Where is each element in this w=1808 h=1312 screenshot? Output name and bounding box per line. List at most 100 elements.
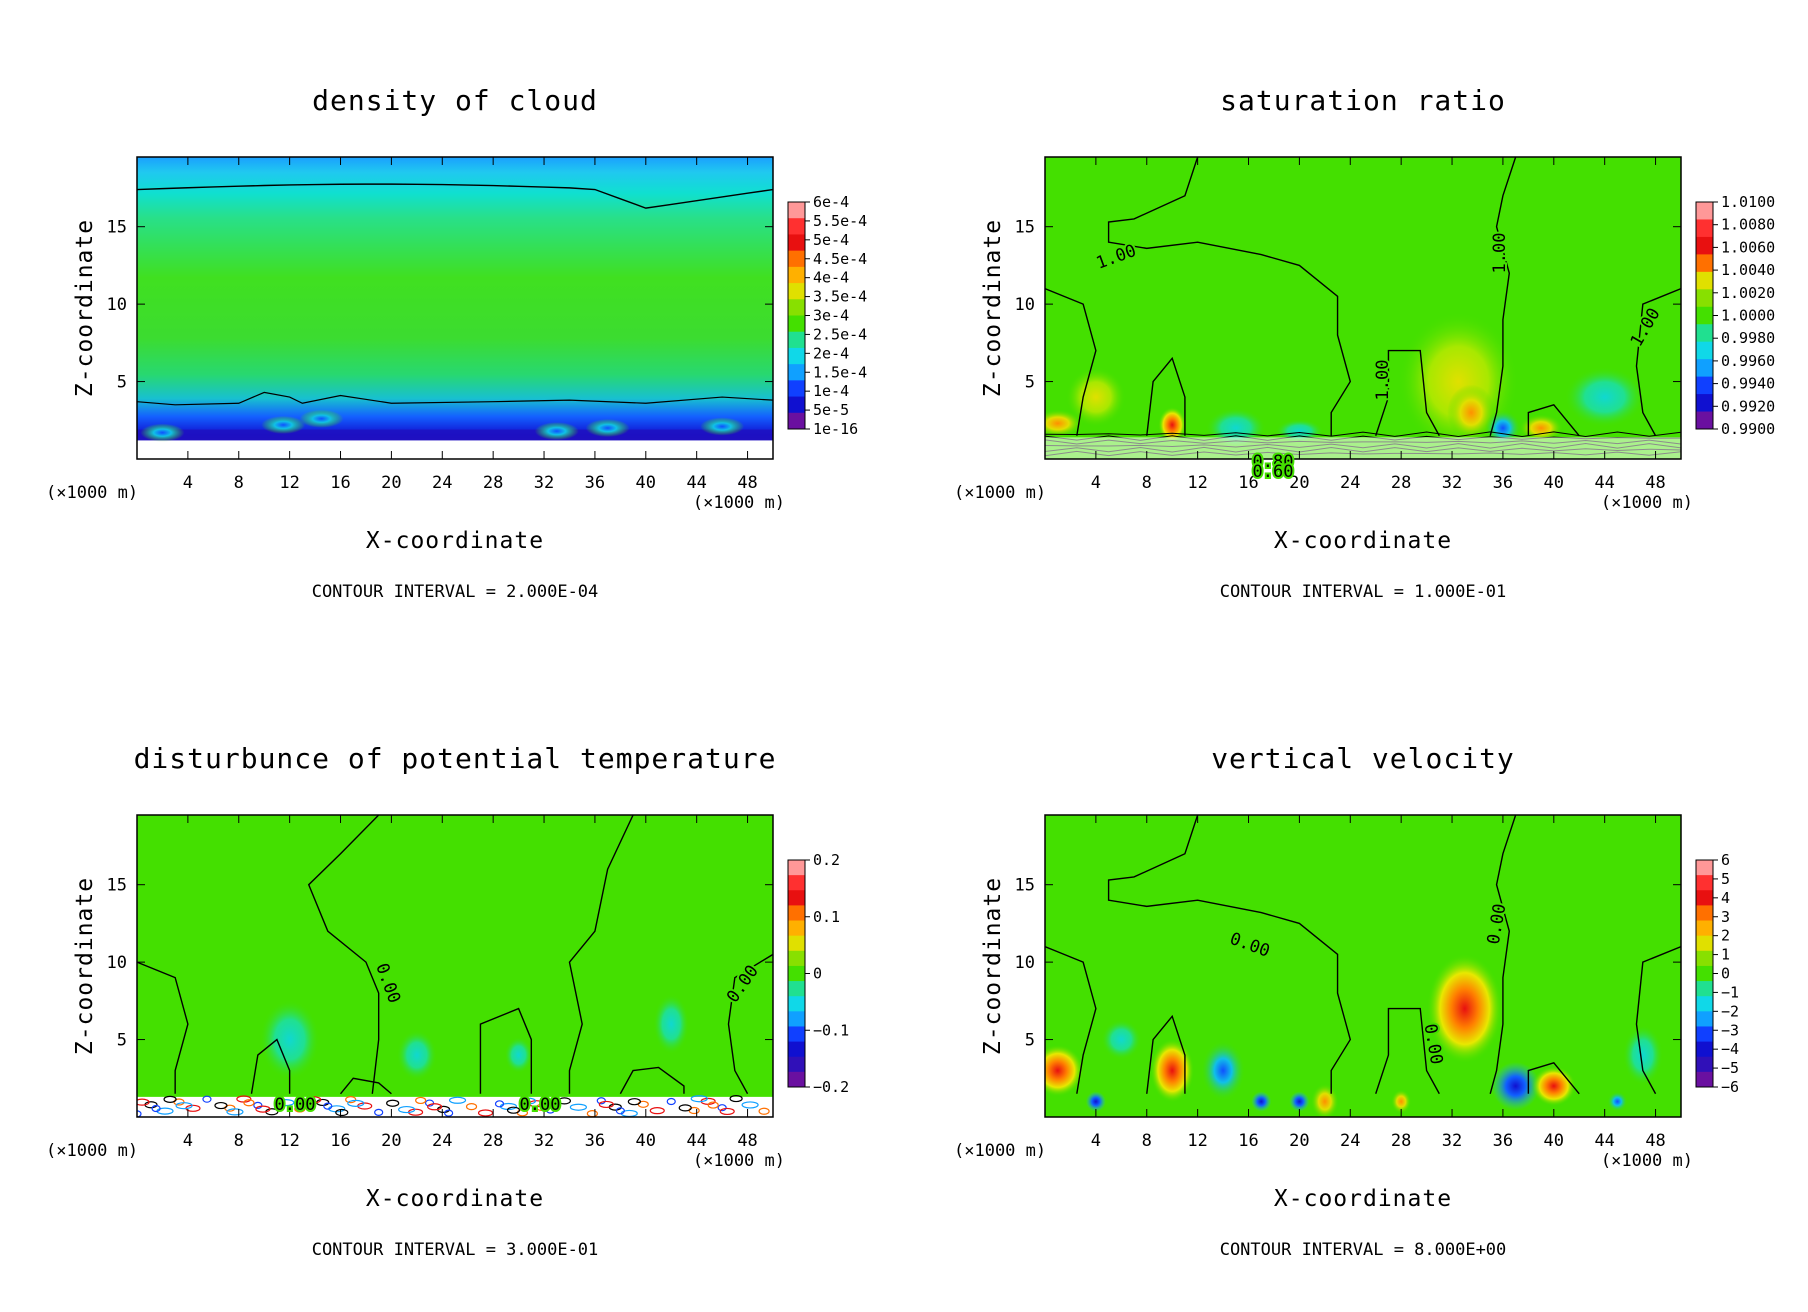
noise-contour <box>741 1101 759 1109</box>
x-tick-label: 4 <box>183 1131 193 1151</box>
y-tick-label: 10 <box>1015 953 1035 973</box>
x-tick-label: 20 <box>381 1131 401 1151</box>
noise-contour <box>335 1108 349 1117</box>
colorbar-swatch <box>788 283 805 300</box>
colorbar-swatch <box>788 250 805 268</box>
contour-line <box>137 961 189 1094</box>
contour-label: 1.00 <box>1373 360 1393 401</box>
colorbar-label: 1 <box>1721 946 1730 964</box>
colorbar-label: 1.0040 <box>1721 261 1775 279</box>
surface-layer <box>1045 437 1681 459</box>
colorbar-swatch <box>788 234 805 252</box>
x-tick-label: 24 <box>1340 473 1360 493</box>
noise-contour <box>678 1104 692 1112</box>
colorbar-label: 1e-16 <box>813 420 858 438</box>
colorbar-swatch <box>788 890 805 906</box>
noise-contour <box>175 1102 193 1110</box>
contour-line <box>1045 945 1097 1094</box>
contour-label: 0.60 <box>1253 462 1294 482</box>
x-unit-left: (×1000 m) <box>46 483 138 503</box>
colorbar-label: −6 <box>1721 1078 1739 1096</box>
colorbar-label: 1.0000 <box>1721 307 1775 325</box>
colorbar-swatch <box>788 1056 805 1073</box>
colorbar-label: 1.0020 <box>1721 284 1775 302</box>
x-tick-label: 32 <box>534 1131 554 1151</box>
colorbar-label: 1.0080 <box>1721 216 1775 234</box>
colorbar-swatch <box>788 905 805 922</box>
x-tick-label: 12 <box>1187 473 1207 493</box>
x-tick-label: 40 <box>636 1131 656 1151</box>
colorbar-swatch <box>1696 376 1713 395</box>
y-tick-label: 5 <box>1025 373 1035 393</box>
field-blob <box>1085 1091 1106 1112</box>
x-tick-label: 20 <box>381 473 401 493</box>
colorbar-swatch <box>1696 271 1713 290</box>
x-tick-label: 4 <box>1091 473 1101 493</box>
y-axis-label: Z-coordinate <box>72 877 98 1055</box>
x-tick-label: 40 <box>1544 473 1564 493</box>
field-blob <box>1622 1025 1663 1086</box>
y-axis-label: Z-coordinate <box>72 219 98 397</box>
colorbar-swatch <box>1696 324 1713 343</box>
noise-contour <box>717 1104 727 1112</box>
x-tick-label: 8 <box>234 473 244 493</box>
contour-line <box>1489 157 1517 436</box>
contour-label: 1.00 <box>1490 233 1510 274</box>
plot-frame <box>136 156 774 460</box>
x-tick-label: 40 <box>636 473 656 493</box>
contour-line <box>568 815 634 1094</box>
colorbar-swatch <box>788 1011 805 1027</box>
field-blob <box>1101 1019 1142 1060</box>
field-blob <box>1289 1091 1310 1112</box>
contour-line <box>339 1077 392 1095</box>
contour-line <box>727 953 773 1095</box>
noise-contour <box>374 1108 384 1116</box>
colorbar-label: 4.5e-4 <box>813 250 867 268</box>
colorbar-swatch <box>788 364 805 381</box>
colorbar-label: 0.9920 <box>1721 397 1775 415</box>
colorbar-swatch <box>788 315 805 333</box>
colorbar-label: 1.5e-4 <box>813 363 867 381</box>
colorbar-label: −4 <box>1721 1040 1739 1058</box>
colorbar-swatch <box>1696 890 1713 906</box>
x-tick-label: 24 <box>432 1131 452 1151</box>
colorbar-swatch <box>1696 875 1713 891</box>
noise-contour <box>649 1107 665 1115</box>
field-blob <box>1607 1091 1628 1112</box>
field-background <box>1045 815 1681 1117</box>
contour-line <box>307 815 380 1094</box>
x-tick-label: 32 <box>1442 473 1462 493</box>
y-tick-label: 5 <box>117 373 127 393</box>
colorbar-label: −1 <box>1721 983 1739 1001</box>
contour-line <box>1146 1014 1186 1094</box>
colorbar-swatch <box>788 920 805 937</box>
colorbar-swatch <box>788 860 805 876</box>
panel-title: vertical velocity <box>1211 742 1515 775</box>
x-tick-label: 36 <box>585 1131 605 1151</box>
field-blob <box>1150 1038 1195 1103</box>
x-tick-label: 48 <box>1645 473 1665 493</box>
noise-contour <box>415 1096 427 1105</box>
noise-contour <box>666 1097 676 1106</box>
contour-line <box>1045 431 1681 438</box>
x-tick-label: 44 <box>1594 1131 1614 1151</box>
contour-line <box>1527 1061 1580 1095</box>
colorbar-swatch <box>788 996 805 1012</box>
field-blob <box>1201 1040 1246 1101</box>
colorbar-label: 2.5e-4 <box>813 325 867 343</box>
noise-contour <box>347 1099 365 1107</box>
contour-line <box>1527 403 1580 437</box>
colorbar-swatch <box>1696 920 1713 937</box>
noise-contour <box>690 1095 708 1103</box>
colorbar-label: 5 <box>1721 870 1730 888</box>
colorbar-swatch <box>1696 341 1713 360</box>
density-blob <box>585 419 630 438</box>
contour-line <box>1045 287 1097 436</box>
y-axis-label: Z-coordinate <box>980 219 1006 397</box>
plot-frame <box>1044 814 1682 1118</box>
noise-contour <box>518 1097 537 1105</box>
noise-contour <box>214 1101 228 1110</box>
field-blob <box>504 1037 533 1074</box>
